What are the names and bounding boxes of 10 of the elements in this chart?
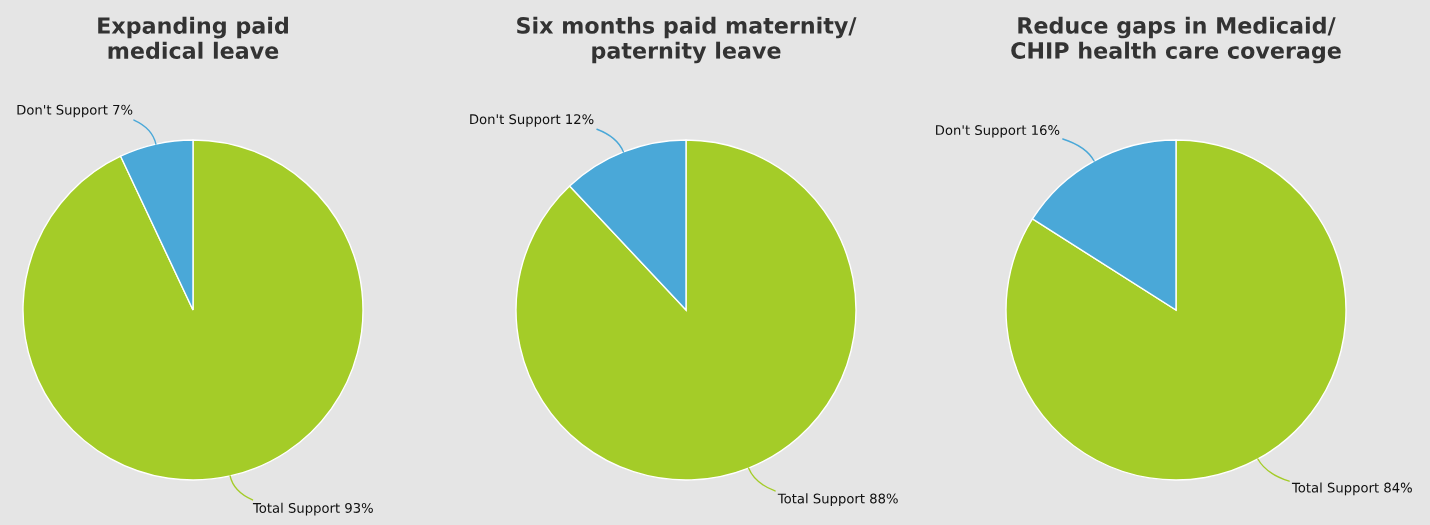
chart-title: Reduce gaps in Medicaid/ CHIP health care coverage: [1011, 16, 1341, 64]
slice-label: Total Support 88%: [777, 493, 898, 507]
slice-label: Don't Support 7%: [17, 104, 133, 118]
slice-label: Total Support 84%: [1291, 482, 1412, 496]
chart-title: Expanding paid medical leave: [98, 16, 288, 59]
chart-title: Six months paid maternity/ paternity leave: [517, 16, 857, 64]
pie-slice: [1005, 139, 1347, 481]
slice-label: Don't Support 12%: [470, 114, 594, 127]
slice-label: Don't Support 16%: [936, 125, 1060, 138]
slice-label: Total Support 93%: [252, 502, 373, 516]
